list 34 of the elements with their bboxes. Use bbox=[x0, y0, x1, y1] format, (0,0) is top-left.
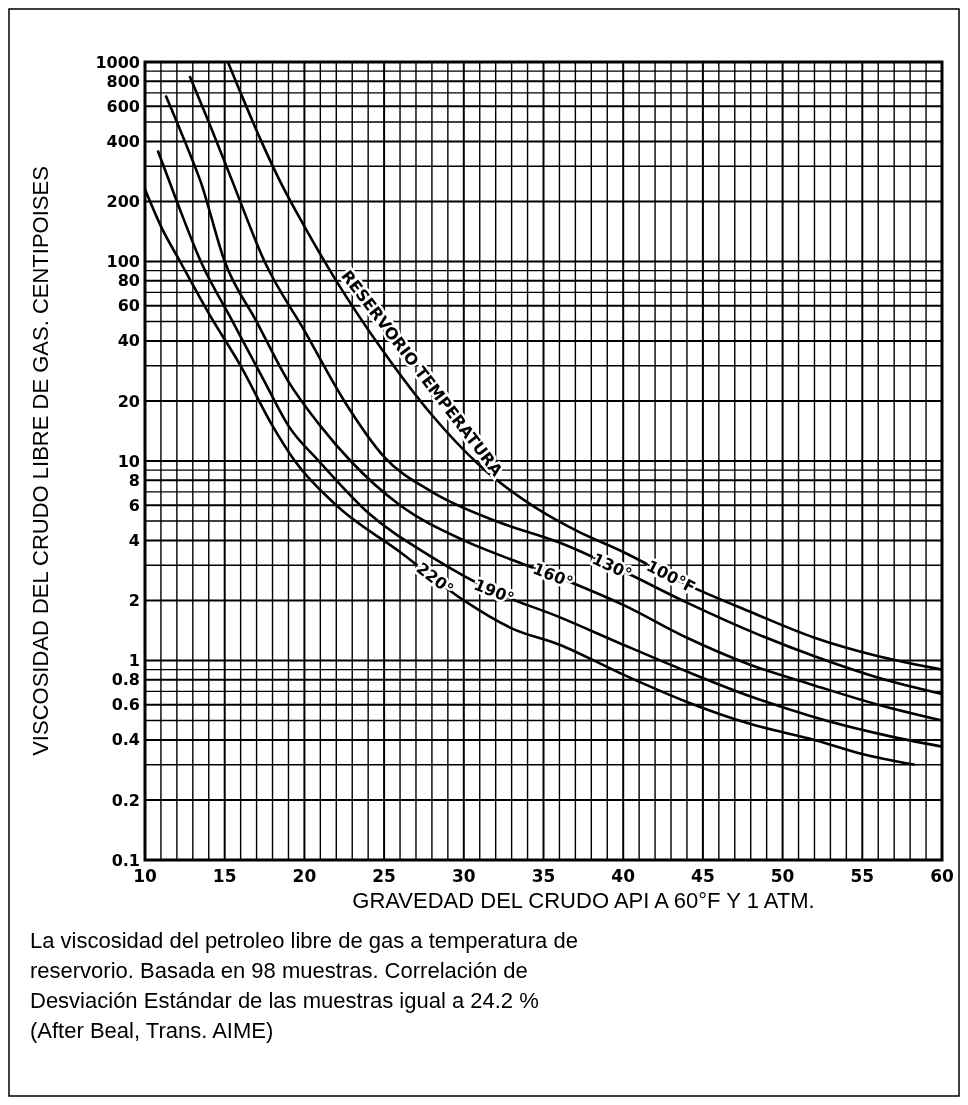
x-tick-label: 45 bbox=[691, 866, 715, 886]
y-tick-label: 1 bbox=[128, 651, 140, 671]
x-tick-label: 20 bbox=[292, 866, 317, 886]
y-tick-label: 1000 bbox=[95, 52, 140, 72]
x-tick-label: 15 bbox=[212, 866, 237, 886]
y-tick-label: 4 bbox=[128, 530, 140, 550]
y-tick-label: 10 bbox=[117, 451, 140, 471]
y-tick-label: 0.4 bbox=[111, 730, 140, 750]
y-tick-label: 20 bbox=[117, 391, 140, 411]
y-tick-label: 60 bbox=[117, 296, 140, 316]
x-tick-label: 40 bbox=[611, 866, 636, 886]
y-tick-label: 2 bbox=[128, 591, 140, 611]
y-tick-label: 600 bbox=[106, 96, 140, 116]
x-tick-label: 25 bbox=[372, 866, 396, 886]
x-axis-title: GRAVEDAD DEL CRUDO API A 60°F Y 1 ATM. bbox=[352, 888, 815, 913]
x-tick-label: 30 bbox=[451, 866, 476, 886]
y-tick-label: 200 bbox=[106, 192, 140, 212]
y-tick-label: 0.8 bbox=[111, 670, 140, 690]
y-tick-label: 800 bbox=[106, 71, 140, 91]
y-tick-label: 8 bbox=[128, 470, 140, 490]
y-tick-label: 400 bbox=[106, 131, 140, 151]
y-tick-label: 80 bbox=[117, 271, 140, 291]
x-tick-label: 50 bbox=[770, 866, 795, 886]
x-tick-label: 60 bbox=[930, 866, 954, 886]
y-tick-label: 6 bbox=[128, 495, 140, 515]
y-tick-label: 0.2 bbox=[111, 790, 140, 810]
y-tick-label: 100 bbox=[106, 252, 140, 272]
y-tick-label: 0.1 bbox=[111, 850, 140, 870]
y-axis-title: VISCOSIDAD DEL CRUDO LIBRE DE GAS. CENTIPOISES bbox=[28, 166, 53, 756]
y-tick-label: 40 bbox=[117, 331, 140, 351]
y-tick-label: 0.6 bbox=[111, 695, 140, 715]
x-tick-label: 55 bbox=[850, 866, 875, 886]
x-tick-label: 35 bbox=[531, 866, 556, 886]
text: La viscosidad del petroleo libre de gas a temperatura de reservorio. Basada en 98 muestras. Correlación de Desviación Estándar de las muestras igual a 24.2 % (After Beal, Trans. AIME) bbox=[30, 928, 578, 1043]
